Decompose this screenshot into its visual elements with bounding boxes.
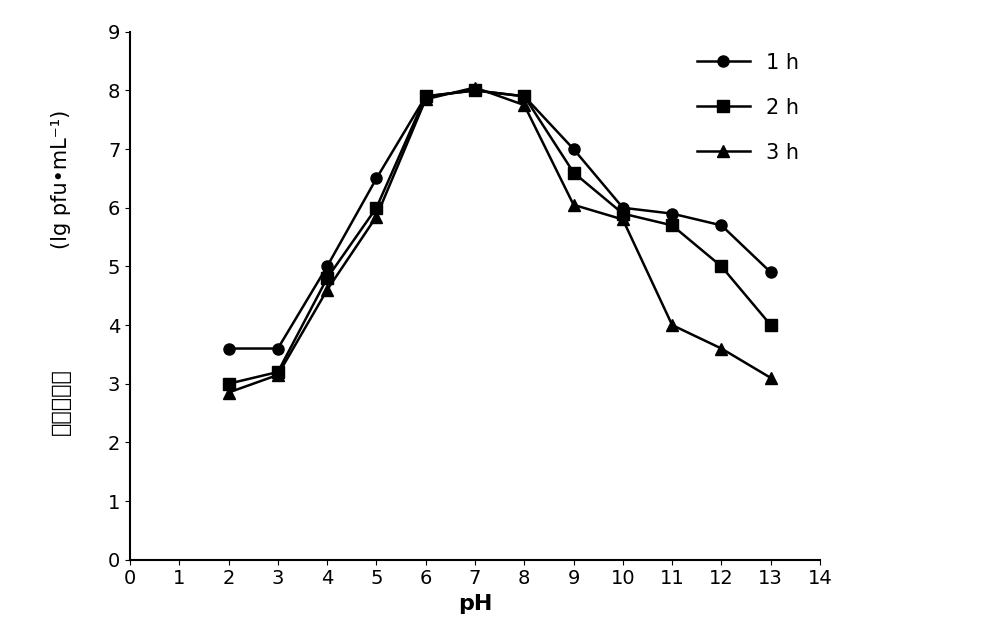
X-axis label: pH: pH bbox=[458, 594, 492, 614]
3 h bbox=[568, 201, 580, 209]
1 h bbox=[321, 263, 333, 270]
2 h bbox=[223, 380, 235, 387]
Text: 噬菌体效价: 噬菌体效价 bbox=[51, 368, 71, 435]
1 h bbox=[568, 145, 580, 153]
2 h bbox=[469, 86, 481, 94]
2 h bbox=[272, 368, 284, 376]
Line: 2 h: 2 h bbox=[223, 85, 776, 389]
1 h bbox=[765, 268, 777, 276]
1 h bbox=[715, 221, 727, 229]
3 h bbox=[469, 84, 481, 92]
3 h bbox=[518, 101, 530, 109]
1 h bbox=[518, 92, 530, 100]
2 h bbox=[765, 321, 777, 329]
1 h bbox=[272, 345, 284, 352]
2 h bbox=[518, 92, 530, 100]
2 h bbox=[568, 169, 580, 176]
2 h bbox=[370, 204, 382, 212]
Line: 1 h: 1 h bbox=[223, 85, 776, 354]
3 h bbox=[765, 374, 777, 382]
3 h bbox=[370, 213, 382, 221]
Legend: 1 h, 2 h, 3 h: 1 h, 2 h, 3 h bbox=[687, 42, 810, 173]
3 h bbox=[223, 389, 235, 396]
1 h bbox=[420, 92, 432, 100]
3 h bbox=[715, 345, 727, 352]
Text: (lg pfu•mL⁻¹): (lg pfu•mL⁻¹) bbox=[51, 110, 71, 249]
3 h bbox=[666, 321, 678, 329]
1 h bbox=[469, 86, 481, 94]
2 h bbox=[420, 92, 432, 100]
3 h bbox=[272, 371, 284, 379]
Line: 3 h: 3 h bbox=[223, 82, 776, 398]
3 h bbox=[420, 95, 432, 103]
1 h bbox=[370, 175, 382, 183]
3 h bbox=[321, 286, 333, 294]
1 h bbox=[617, 204, 629, 212]
1 h bbox=[223, 345, 235, 352]
2 h bbox=[321, 274, 333, 282]
3 h bbox=[617, 216, 629, 223]
1 h bbox=[666, 210, 678, 218]
2 h bbox=[617, 210, 629, 218]
2 h bbox=[715, 263, 727, 270]
2 h bbox=[666, 221, 678, 229]
